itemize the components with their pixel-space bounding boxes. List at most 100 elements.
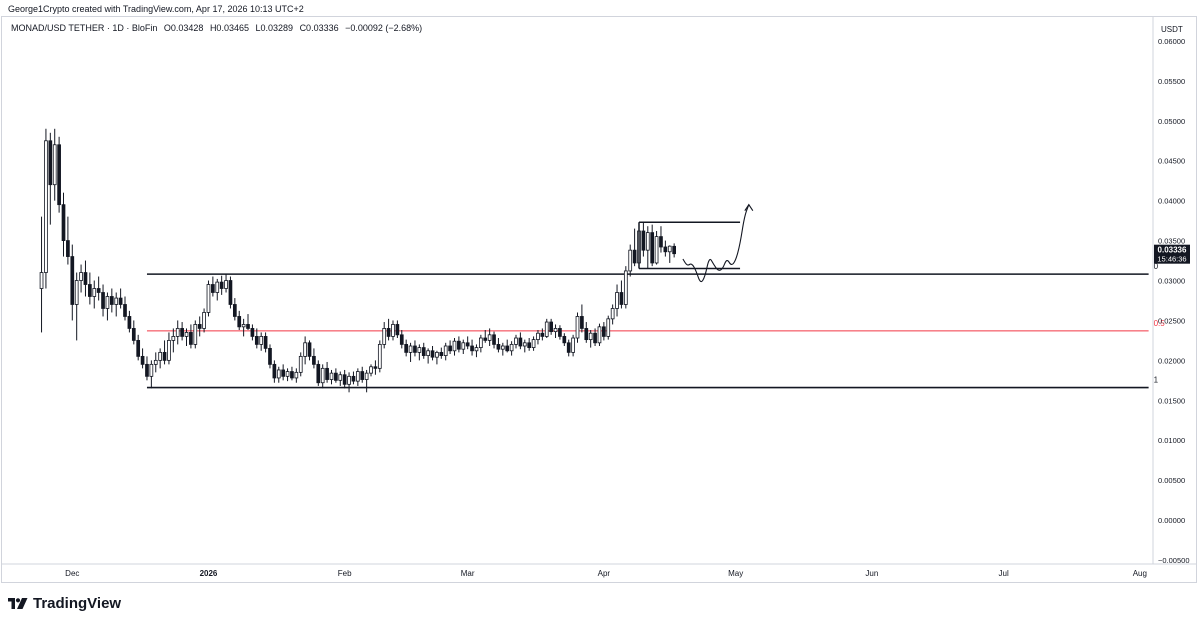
candle (149, 360, 154, 389)
candle (180, 322, 184, 341)
candle (237, 310, 242, 331)
candle (83, 260, 88, 297)
candle (307, 340, 312, 361)
ohlc-change: −0.00092 (−2.68%) (345, 23, 423, 33)
candle (127, 310, 132, 333)
candle-body (443, 345, 448, 356)
candle-body (413, 345, 417, 353)
candle-body (360, 371, 365, 380)
candle (417, 344, 422, 361)
candle-body (127, 316, 132, 329)
candle-body (377, 344, 382, 369)
candle-body (540, 332, 545, 337)
drawing-annotations[interactable] (638, 203, 754, 283)
candle-body (672, 245, 676, 255)
candle (645, 226, 650, 269)
candle-body (57, 144, 61, 206)
candle-body (364, 372, 369, 380)
fib-retracement[interactable]: 00.51 (146, 262, 1165, 389)
symbol-name[interactable]: MONAD/USD TETHER · 1D · BloFin (11, 23, 158, 33)
candle (39, 216, 44, 333)
candle (654, 231, 659, 265)
candle (470, 339, 474, 356)
candle-body (461, 342, 466, 350)
candle (184, 328, 189, 346)
candle-body (206, 284, 211, 313)
candle (505, 339, 510, 353)
candle (228, 276, 233, 309)
candle (153, 352, 158, 373)
candle (588, 330, 593, 348)
projection-arrowhead[interactable] (744, 203, 754, 211)
candle-body (175, 328, 180, 337)
candle-body (219, 281, 224, 289)
candle (500, 342, 505, 356)
candle (580, 304, 584, 333)
candle-body (118, 297, 123, 305)
candle-body (131, 328, 136, 341)
candle (373, 360, 378, 375)
price-axis-tick: 0.02500 (1158, 316, 1185, 325)
candle-body (232, 304, 237, 317)
chart-credit: George1Crypto created with TradingView.c… (8, 4, 304, 14)
candle (518, 332, 523, 350)
candle (602, 322, 606, 341)
candle-body (663, 246, 668, 253)
candle (351, 371, 356, 385)
tradingview-footer[interactable]: TradingView (8, 592, 121, 614)
candle (290, 366, 294, 381)
candle-body (241, 324, 246, 328)
candle (435, 350, 439, 365)
candle (408, 342, 413, 362)
projected-path[interactable] (682, 204, 750, 283)
candle-body (386, 328, 391, 337)
candle (369, 364, 373, 377)
candle (263, 332, 268, 353)
candle (575, 312, 580, 343)
candle-body (61, 204, 66, 241)
candle (118, 288, 123, 309)
candle (136, 334, 141, 361)
candle-body (74, 280, 79, 305)
candle-body (338, 374, 343, 381)
candle (465, 336, 470, 350)
candle (610, 304, 615, 325)
candle (219, 275, 224, 295)
last-price-value: 0.03336 (1158, 246, 1187, 255)
candle-body (88, 284, 92, 297)
candle-body (211, 284, 215, 293)
candle-body (140, 355, 145, 365)
candle-body (347, 375, 351, 385)
candle-body (435, 351, 439, 358)
candle (158, 348, 163, 369)
fib-level-label: 0 (1154, 262, 1159, 271)
price-axis-unit: USDT (1161, 25, 1183, 34)
candle (272, 360, 277, 383)
candle (66, 216, 70, 265)
symbol-legend[interactable]: MONAD/USD TETHER · 1D · BloFin O0.03428 … (11, 23, 426, 33)
candle-body (509, 344, 514, 352)
candle (79, 264, 83, 293)
candle (101, 284, 105, 317)
candle-body (105, 296, 110, 309)
candle (57, 136, 61, 213)
candle (44, 128, 48, 289)
candle (619, 280, 624, 309)
candle-body (52, 144, 57, 186)
candle (426, 348, 430, 364)
candle-body (522, 342, 527, 347)
candle (246, 314, 250, 331)
candle-body (237, 316, 242, 328)
price-axis-tick: 0.01500 (1158, 396, 1185, 405)
candle-body (334, 372, 338, 381)
candle (175, 320, 180, 345)
candle-body (215, 281, 220, 293)
candle (667, 245, 672, 263)
candle-body (101, 292, 105, 309)
candle-body (66, 240, 70, 257)
candle (593, 328, 597, 346)
candle (479, 334, 483, 353)
candle (96, 276, 101, 301)
candle (325, 361, 329, 383)
